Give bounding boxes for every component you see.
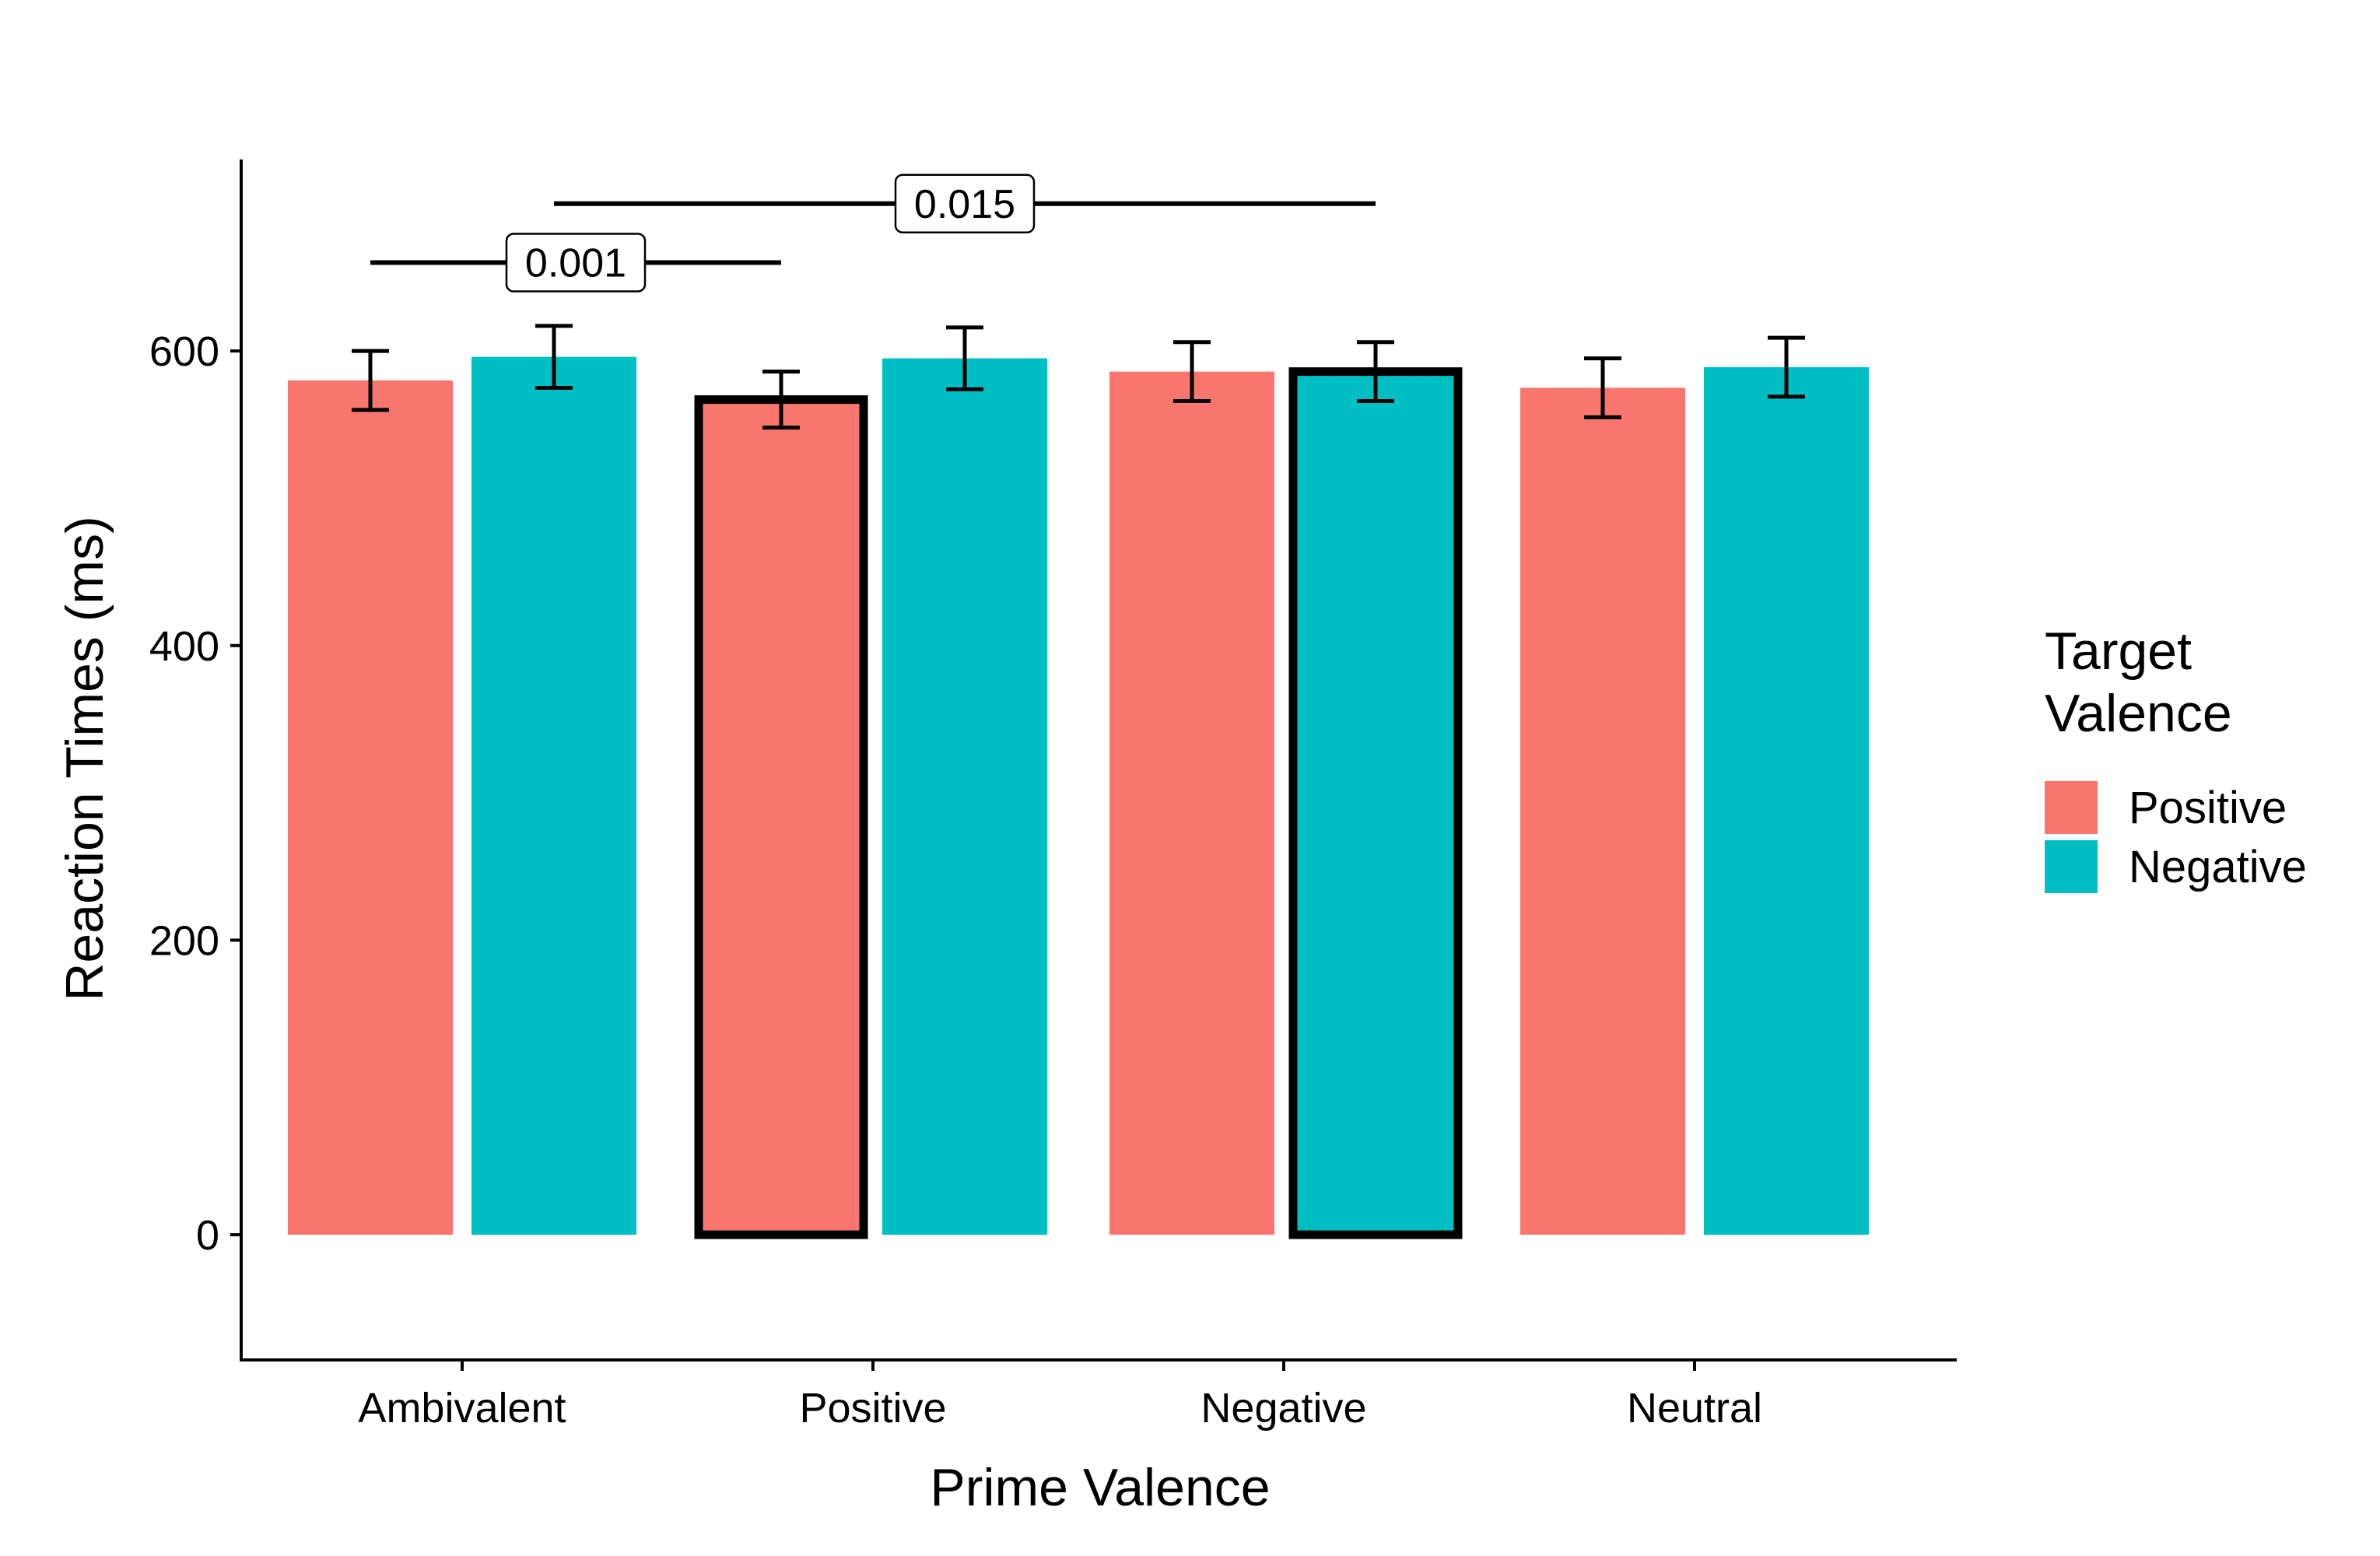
x-tick-label: Positive — [799, 1385, 946, 1432]
bar-positive-negative — [882, 358, 1047, 1235]
legend-label-negative: Negative — [2129, 842, 2307, 892]
bar-neutral-positive — [1520, 387, 1685, 1235]
y-tick-label: 600 — [149, 328, 219, 375]
bar-positive-positive — [694, 395, 868, 1239]
bar-negative-negative — [1288, 367, 1463, 1239]
error-bars-layer — [352, 324, 1805, 430]
error-bar — [1768, 335, 1805, 399]
error-bar — [1584, 356, 1621, 419]
p-value-box — [505, 233, 647, 293]
p-value-label: 0.015 — [914, 182, 1015, 227]
error-bar — [762, 370, 800, 430]
y-tick-label: 0 — [196, 1212, 219, 1259]
bars-layer — [288, 356, 1869, 1239]
bar-negative-positive — [1109, 371, 1274, 1235]
significance-bracket: 0.015 — [554, 173, 1376, 234]
significance-bracket: 0.001 — [370, 233, 781, 293]
legend-title: Valence — [2045, 684, 2232, 743]
error-bar — [535, 324, 573, 390]
error-bar — [1173, 340, 1211, 403]
x-axis-title: Prime Valence — [930, 1458, 1270, 1517]
bar-neutral-negative — [1704, 366, 1869, 1235]
y-axis-title: Reaction Times (ms) — [55, 516, 114, 1001]
error-bar — [1357, 340, 1394, 403]
y-tick-label: 200 — [149, 917, 219, 964]
axes-layer: 0 200 400 600 Ambivalent Positive Negative Neut… — [149, 159, 1957, 1432]
error-bar — [946, 325, 983, 391]
annotations-layer: 0.001 0.015 — [370, 173, 1376, 293]
bar-ambivalent-positive — [288, 380, 453, 1235]
legend-label-positive: Positive — [2129, 783, 2287, 833]
x-tick-label: Neutral — [1627, 1385, 1762, 1432]
y-tick-label: 400 — [149, 623, 219, 670]
legend-swatch-positive — [2045, 781, 2098, 834]
p-value-box — [894, 173, 1036, 234]
error-bar — [352, 349, 389, 412]
x-tick-label: Ambivalent — [358, 1385, 566, 1432]
legend-title: Target — [2045, 622, 2192, 681]
bar-ambivalent-negative — [471, 356, 636, 1235]
x-tick-label: Negative — [1201, 1385, 1366, 1432]
p-value-label: 0.001 — [525, 241, 626, 286]
legend-swatch-negative — [2045, 840, 2098, 893]
